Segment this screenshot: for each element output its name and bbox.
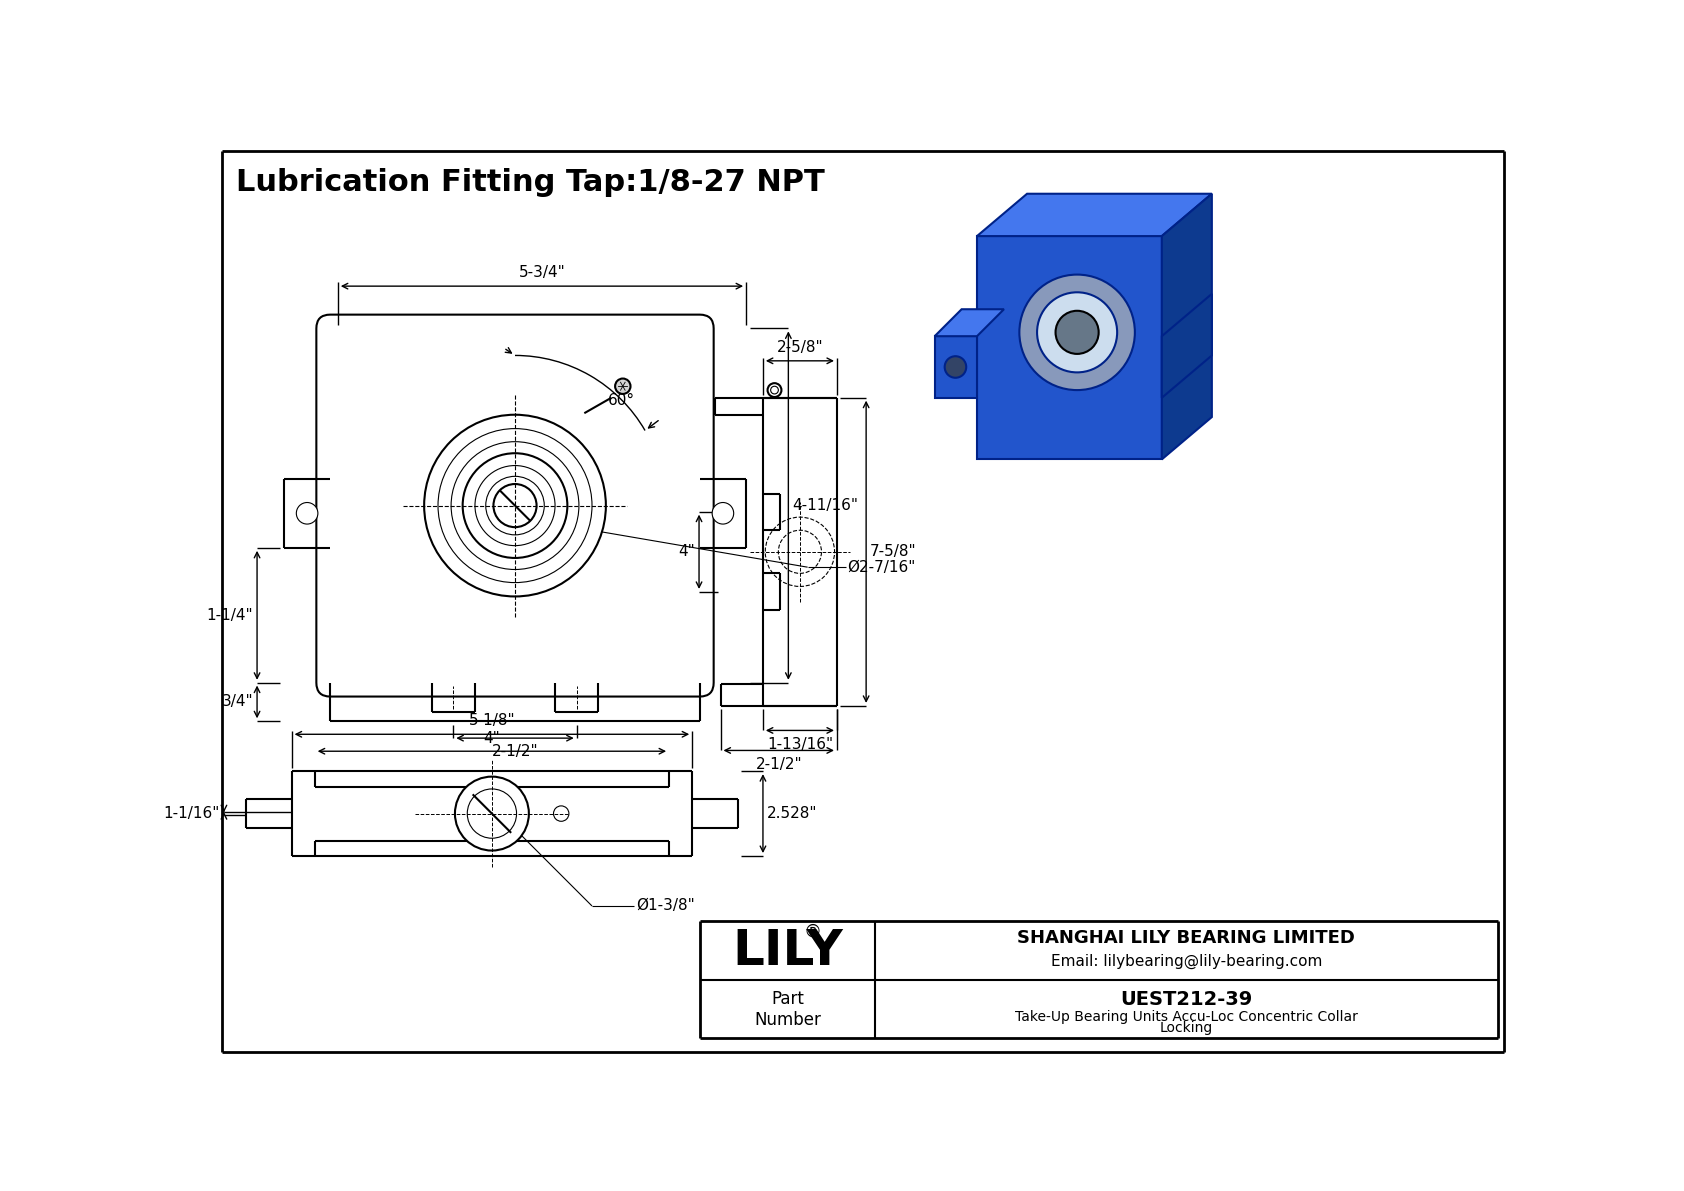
FancyBboxPatch shape	[317, 314, 714, 697]
Text: Ø2-7/16": Ø2-7/16"	[847, 560, 916, 575]
Text: 2.528": 2.528"	[766, 806, 817, 821]
Polygon shape	[1162, 294, 1212, 398]
Text: 4-11/16": 4-11/16"	[791, 498, 859, 513]
Polygon shape	[935, 336, 977, 398]
Polygon shape	[935, 310, 1004, 336]
Text: 4": 4"	[483, 731, 500, 746]
Circle shape	[945, 356, 967, 378]
Circle shape	[455, 777, 529, 850]
Text: 2-1/2": 2-1/2"	[492, 744, 539, 760]
Circle shape	[554, 806, 569, 822]
Polygon shape	[977, 194, 1212, 236]
Text: Part
Number: Part Number	[754, 990, 822, 1029]
Text: SHANGHAI LILY BEARING LIMITED: SHANGHAI LILY BEARING LIMITED	[1017, 929, 1356, 947]
FancyBboxPatch shape	[977, 236, 1162, 460]
Polygon shape	[1162, 194, 1212, 460]
Text: 5-1/8": 5-1/8"	[468, 713, 515, 728]
Text: 2-5/8": 2-5/8"	[776, 339, 823, 355]
Text: ®: ®	[803, 922, 822, 941]
Text: UEST212-39: UEST212-39	[1120, 990, 1253, 1009]
Text: 60°: 60°	[608, 393, 635, 409]
Circle shape	[1056, 311, 1098, 354]
Text: 4": 4"	[679, 544, 695, 560]
Circle shape	[768, 384, 781, 397]
Text: Locking: Locking	[1160, 1021, 1212, 1035]
Text: Email: lilybearing@lily-bearing.com: Email: lilybearing@lily-bearing.com	[1051, 954, 1322, 969]
Text: 1-13/16": 1-13/16"	[766, 736, 834, 752]
Text: Lubrication Fitting Tap:1/8-27 NPT: Lubrication Fitting Tap:1/8-27 NPT	[236, 168, 825, 198]
Text: 1-1/16": 1-1/16"	[163, 806, 221, 821]
Circle shape	[1037, 292, 1116, 373]
Text: 1-1/4": 1-1/4"	[207, 607, 253, 623]
Circle shape	[1019, 275, 1135, 391]
Circle shape	[424, 414, 606, 597]
Text: Ø1-3/8": Ø1-3/8"	[637, 898, 694, 913]
Text: 7-5/8": 7-5/8"	[871, 544, 916, 560]
Text: 3/4": 3/4"	[222, 694, 253, 710]
Text: LILY: LILY	[733, 927, 844, 974]
Text: 2-1/2": 2-1/2"	[756, 756, 802, 772]
Text: 5-3/4": 5-3/4"	[519, 264, 566, 280]
Circle shape	[712, 503, 734, 524]
Circle shape	[296, 503, 318, 524]
Text: Take-Up Bearing Units Accu-Loc Concentric Collar: Take-Up Bearing Units Accu-Loc Concentri…	[1015, 1010, 1357, 1024]
Circle shape	[615, 379, 630, 394]
